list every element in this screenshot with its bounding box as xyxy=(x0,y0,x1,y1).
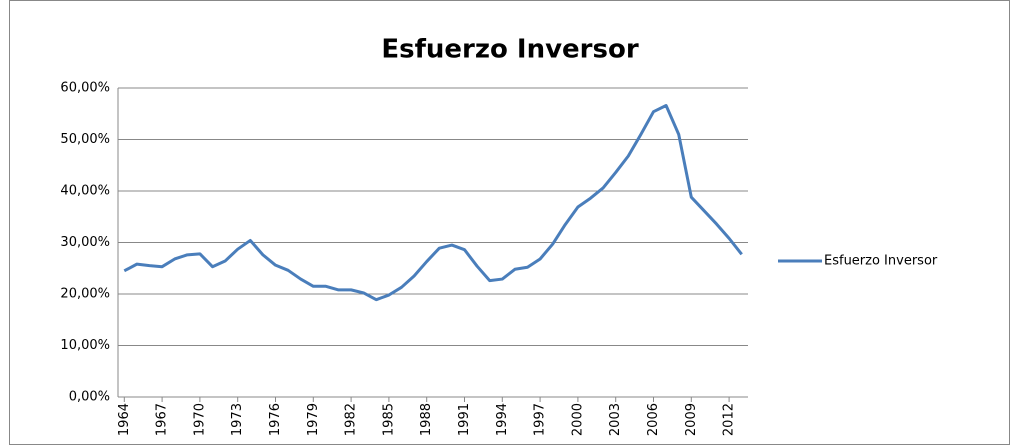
x-tick-label: 2000 xyxy=(570,403,585,436)
x-tick-label: 1970 xyxy=(192,403,207,436)
x-tick-label: 1997 xyxy=(533,403,548,436)
x-tick-label: 1973 xyxy=(230,403,245,436)
x-tick-label: 2012 xyxy=(722,403,737,436)
x-tick-label: 1976 xyxy=(268,403,283,436)
x-tick-label: 1967 xyxy=(155,403,170,436)
x-tick-label: 1979 xyxy=(306,403,321,436)
x-tick-label: 2009 xyxy=(684,403,699,436)
data-line xyxy=(123,104,743,302)
legend-label: Esfuerzo Inversor xyxy=(824,254,938,269)
y-tick-label: 20,00% xyxy=(60,287,110,302)
x-tick-label: 1982 xyxy=(344,403,359,436)
x-tick-label: 2006 xyxy=(646,403,661,436)
y-tick-label: 10,00% xyxy=(60,338,110,353)
y-tick-label: 30,00% xyxy=(60,235,110,250)
chart-border xyxy=(9,0,1010,445)
x-tick-label: 1988 xyxy=(419,403,434,436)
y-tick-label: 0,00% xyxy=(69,390,110,405)
y-tick-label: 40,00% xyxy=(60,184,110,199)
y-tick-label: 60,00% xyxy=(60,81,110,96)
x-tick-label: 1964 xyxy=(117,403,132,436)
y-tick-label: 50,00% xyxy=(60,132,110,147)
x-tick-label: 1985 xyxy=(381,403,396,436)
x-tick-label: 1991 xyxy=(457,403,472,436)
chart-title: Esfuerzo Inversor xyxy=(381,35,638,65)
x-tick-label: 1994 xyxy=(495,403,510,436)
x-tick-label: 2003 xyxy=(608,403,623,436)
